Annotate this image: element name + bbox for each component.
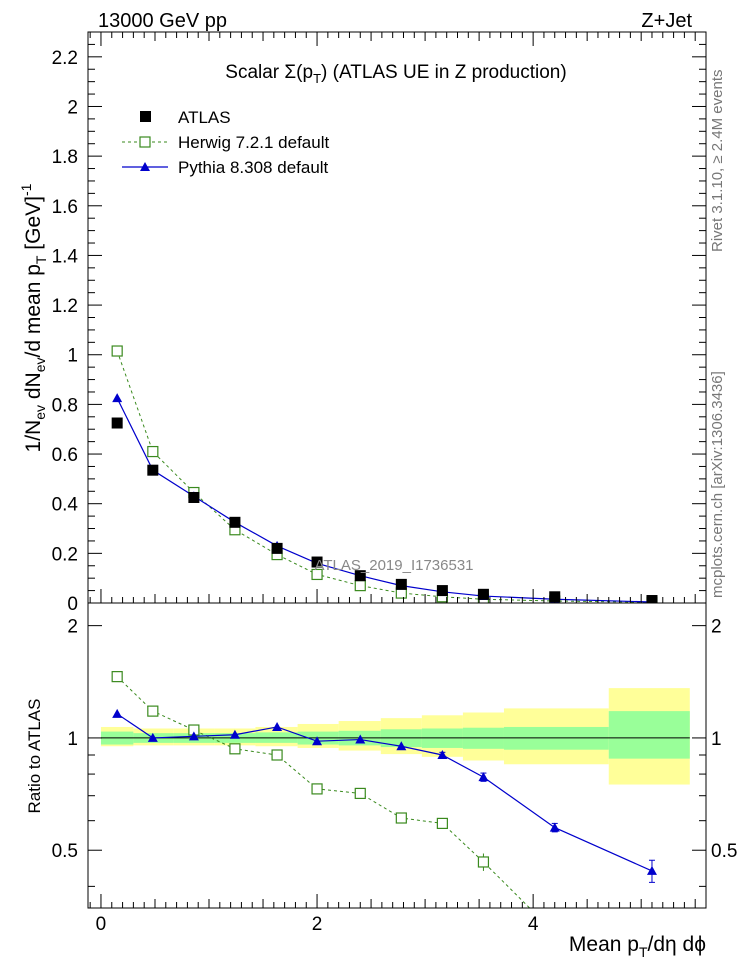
- herwig-main-point: [354, 580, 366, 592]
- main-y-tick-label: 0: [67, 594, 78, 615]
- herwig-ratio-point: [311, 783, 323, 795]
- herwig-ratio-point: [271, 749, 283, 761]
- atlas-data-point: [477, 588, 489, 600]
- main-y-tick-label: 2: [67, 97, 78, 118]
- pythia-ratio-point: [147, 732, 158, 742]
- uncertainty-band-inner: [608, 711, 690, 759]
- main-y-tick-label: 0.8: [52, 395, 78, 416]
- main-y-tick-label: 0.6: [52, 445, 78, 466]
- main-y-tick-label: 1.8: [52, 147, 78, 168]
- main-y-axis-label: 1/Nev dNev/d mean pT [GeV]-1: [18, 183, 49, 452]
- pythia-main-line: [116, 397, 652, 603]
- main-y-tick-label: 1.6: [52, 197, 78, 218]
- pythia-ratio-line: [116, 713, 653, 872]
- main-y-tick-label: 0.4: [52, 495, 79, 516]
- atlas-data-point: [549, 591, 561, 603]
- herwig-ratio-point: [395, 812, 407, 824]
- atlas-data-point: [271, 542, 283, 554]
- atlas-data-point: [311, 556, 323, 568]
- pythia-ratio-point: [312, 736, 323, 746]
- herwig-main-point: [111, 345, 123, 357]
- header-right: Z+Jet: [641, 10, 692, 32]
- main-y-tick-label: 1: [67, 346, 78, 367]
- analysis-watermark: ATLAS_2019_I1736531: [314, 557, 473, 574]
- herwig-ratio-point: [550, 928, 560, 938]
- atlas-data-point: [147, 464, 159, 476]
- pythia-ratio-point: [355, 734, 366, 744]
- main-plot-area: [111, 345, 658, 603]
- pythia-ratio-point: [188, 731, 199, 741]
- ratio-y-tick-label-right: 0.5: [711, 841, 737, 862]
- x-tick-label: 0: [96, 914, 107, 935]
- ratio-plot-area: [100, 671, 690, 938]
- mcplots-label: mcplots.cern.ch [arXiv:1306.3436]: [709, 371, 726, 598]
- atlas-data-point: [229, 516, 241, 528]
- main-y-tick-label: 1.4: [52, 246, 79, 267]
- legend-label-atlas: ATLAS: [178, 108, 231, 127]
- main-y-tick-label: 2.2: [52, 48, 78, 69]
- legend-label-herwig: Herwig 7.2.1 default: [178, 133, 329, 152]
- pythia-ratio-point: [112, 708, 123, 718]
- pythia-ratio-point: [646, 865, 657, 875]
- herwig-main-line: [116, 350, 652, 603]
- atlas-data-point: [188, 491, 200, 503]
- atlas-data-point: [111, 417, 123, 429]
- herwig-ratio-point: [111, 671, 123, 683]
- main-panel: 0 0.2 0.4 0.6 0.8 1 1.2 1.4 1.6 1.8 2 2.2: [52, 31, 707, 615]
- ratio-y-tick-label: 1: [67, 729, 78, 750]
- atlas-data-point: [354, 570, 366, 582]
- ratio-y-tick-label: 0.5: [52, 841, 78, 862]
- legend-label-pythia: Pythia 8.308 default: [178, 158, 329, 177]
- herwig-ratio-point: [147, 705, 159, 717]
- herwig-ratio-point: [477, 856, 490, 868]
- pythia-ratio-point: [396, 741, 407, 751]
- plot-title: Scalar Σ(pT) (ATLAS UE in Z production): [225, 62, 566, 86]
- ratio-panel: 0.5 0.5 1 1 2 2 0 2 4: [52, 602, 737, 938]
- ratio-y-tick-label: 2: [67, 617, 78, 638]
- ratio-y-axis-label: Ratio to ATLAS: [25, 699, 44, 814]
- atlas-data-point: [436, 585, 448, 597]
- herwig-ratio-point: [436, 817, 448, 830]
- legend-marker-herwig: [139, 136, 151, 148]
- pythia-ratio-point: [272, 721, 283, 731]
- rivet-label: Rivet 3.1.10, ≥ 2.4M events: [709, 70, 726, 253]
- main-y-tick-label: 1.2: [52, 296, 78, 317]
- pythia-ratio-point: [229, 729, 240, 739]
- herwig-main-point: [147, 445, 159, 458]
- ratio-y-tick-label-right: 2: [711, 617, 722, 638]
- herwig-main-point: [311, 568, 323, 581]
- pythia-main-point: [112, 393, 123, 403]
- herwig-ratio-point: [229, 743, 241, 755]
- legend-marker-atlas: [140, 111, 151, 122]
- ratio-y-tick-label-right: 1: [711, 729, 722, 750]
- x-tick-label: 2: [312, 914, 323, 935]
- x-tick-label: 4: [528, 914, 539, 935]
- herwig-ratio-point: [354, 787, 366, 800]
- header-left: 13000 GeV pp: [98, 10, 227, 32]
- atlas-data-point: [395, 578, 407, 590]
- pythia-ratio-point: [478, 772, 489, 782]
- main-y-tick-label: 0.2: [52, 544, 78, 565]
- ratio-frame: [87, 602, 707, 909]
- legend: ATLAS Herwig 7.2.1 default Pythia 8.308 …: [122, 108, 329, 177]
- pythia-ratio-point: [437, 749, 448, 759]
- legend-marker-pythia: [140, 162, 150, 171]
- x-axis-label: Mean pT/dη dϕ: [569, 933, 706, 960]
- pythia-ratio-point: [549, 822, 560, 832]
